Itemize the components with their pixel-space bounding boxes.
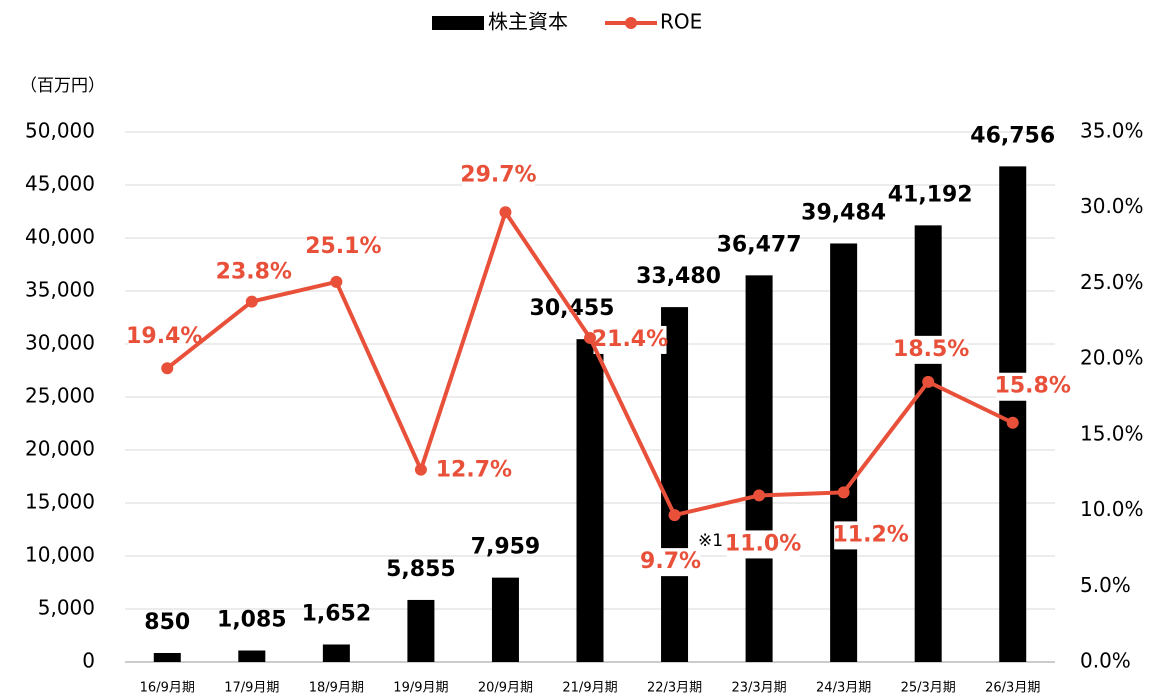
y-tick-label: 45,000 bbox=[25, 172, 95, 196]
legend-label: 株主資本 bbox=[488, 10, 568, 34]
roe-label: 29.7% bbox=[460, 162, 536, 187]
label-bg bbox=[217, 258, 291, 287]
x-tick-label: 17/9月期 bbox=[224, 681, 279, 696]
roe-label: 23.8% bbox=[216, 260, 292, 285]
marker bbox=[245, 295, 258, 308]
bar-label: 7,959 bbox=[471, 535, 541, 560]
marker bbox=[668, 509, 681, 522]
bar bbox=[238, 650, 266, 662]
label-bg bbox=[834, 521, 908, 550]
y-tick-label: 20,000 bbox=[25, 437, 95, 461]
y2-tick-label: 25.0% bbox=[1080, 270, 1144, 294]
label-bg bbox=[127, 323, 201, 352]
marker bbox=[330, 275, 343, 288]
y-tick-label: 30,000 bbox=[25, 331, 95, 355]
bar bbox=[999, 166, 1027, 662]
x-tick-label: 16/9月期 bbox=[140, 681, 195, 696]
bar bbox=[661, 307, 689, 662]
marker bbox=[414, 463, 427, 476]
bar bbox=[576, 339, 604, 662]
y-tick-label: 40,000 bbox=[25, 225, 95, 249]
annotation: ※1 bbox=[698, 531, 723, 551]
x-tick-label: 21/9月期 bbox=[562, 681, 617, 696]
y2-tick-label: 0.0% bbox=[1080, 649, 1131, 673]
bar-label: 5,855 bbox=[386, 557, 456, 582]
x-tick-label: 23/3月期 bbox=[731, 681, 786, 696]
y2-tick-label: 10.0% bbox=[1080, 497, 1144, 521]
y-tick-label: 25,000 bbox=[25, 384, 95, 408]
y2-tick-label: 35.0% bbox=[1080, 119, 1144, 143]
marker bbox=[837, 486, 850, 499]
y2-tick-label: 15.0% bbox=[1080, 421, 1144, 445]
marker bbox=[1006, 416, 1019, 429]
legend-swatch bbox=[432, 16, 484, 30]
y2-tick-label: 20.0% bbox=[1080, 346, 1144, 370]
label-bg bbox=[996, 372, 1070, 401]
roe-label: 12.7% bbox=[436, 458, 512, 483]
bar bbox=[491, 577, 519, 662]
y2-tick-label: 5.0% bbox=[1080, 573, 1131, 597]
marker bbox=[922, 375, 935, 388]
bar-label: 850 bbox=[144, 610, 190, 635]
roe-label: 25.1% bbox=[305, 234, 381, 259]
roe-label: 9.7% bbox=[640, 549, 701, 574]
x-tick-label: 22/3月期 bbox=[647, 681, 702, 696]
y-tick-label: 15,000 bbox=[25, 490, 95, 514]
marker bbox=[161, 362, 174, 375]
y2-tick-label: 30.0% bbox=[1080, 194, 1144, 218]
x-tick-label: 19/9月期 bbox=[393, 681, 448, 696]
x-tick-label: 24/3月期 bbox=[816, 681, 871, 696]
bar-label: 36,477 bbox=[717, 232, 802, 257]
legend-label: ROE bbox=[660, 10, 702, 34]
bar bbox=[830, 243, 858, 662]
roe-label: 15.8% bbox=[995, 374, 1071, 399]
x-tick-label: 25/3月期 bbox=[901, 681, 956, 696]
label-bg bbox=[894, 335, 968, 364]
unit-label: （百万円） bbox=[20, 76, 105, 96]
label-bg bbox=[306, 232, 380, 261]
roe-label: 19.4% bbox=[126, 324, 202, 349]
bar-label: 46,756 bbox=[970, 123, 1055, 148]
x-tick-label: 18/9月期 bbox=[309, 681, 364, 696]
roe-label: 11.0% bbox=[725, 531, 801, 556]
y-tick-label: 5,000 bbox=[38, 596, 95, 620]
label-bg bbox=[437, 456, 511, 485]
label-bg bbox=[593, 325, 667, 354]
x-tick-label: 20/9月期 bbox=[478, 681, 533, 696]
y-tick-label: 10,000 bbox=[25, 543, 95, 567]
marker bbox=[499, 206, 512, 219]
roe-label: 11.2% bbox=[832, 522, 908, 547]
label-bg bbox=[726, 530, 800, 559]
roe-label: 21.4% bbox=[592, 327, 668, 352]
marker bbox=[753, 489, 766, 502]
legend-marker bbox=[625, 17, 637, 29]
label-bg bbox=[640, 548, 701, 577]
bar bbox=[745, 275, 773, 662]
bar-label: 1,085 bbox=[217, 607, 287, 632]
y-tick-label: 35,000 bbox=[25, 278, 95, 302]
bar bbox=[322, 644, 350, 662]
y-tick-label: 50,000 bbox=[25, 119, 95, 143]
bar bbox=[153, 652, 181, 662]
bar-label: 39,484 bbox=[801, 200, 886, 225]
label-bg bbox=[461, 161, 535, 190]
bar bbox=[914, 225, 942, 662]
bar bbox=[407, 599, 435, 662]
y-tick-label: 0 bbox=[82, 649, 95, 673]
bar-label: 33,480 bbox=[636, 264, 721, 289]
marker bbox=[584, 331, 596, 344]
x-tick-label: 26/3月期 bbox=[985, 681, 1040, 696]
bar-label: 1,652 bbox=[302, 601, 372, 626]
roe-label: 18.5% bbox=[893, 337, 969, 362]
bar-label: 41,192 bbox=[888, 182, 973, 207]
